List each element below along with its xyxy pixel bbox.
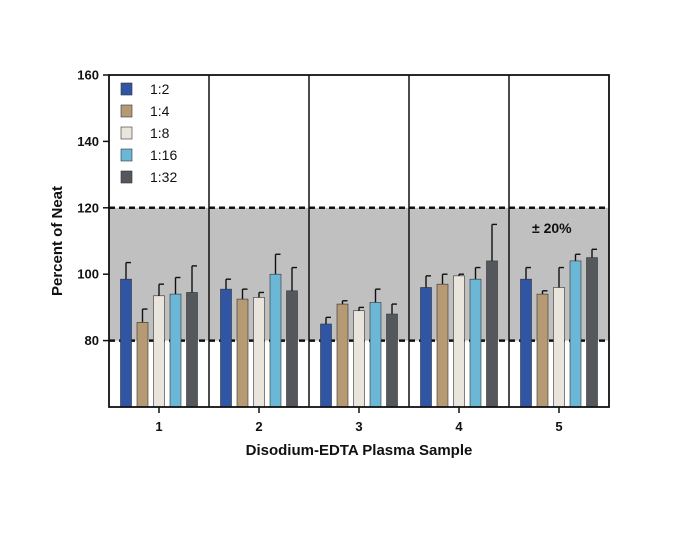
- legend-label: 1:4: [150, 103, 170, 119]
- x-tick-label: 3: [355, 419, 362, 434]
- bars-layer: [120, 223, 598, 408]
- plot-frame-layer: [108, 74, 610, 408]
- axis-layer: 80 100 120 140 160 1 2 3 4 5: [77, 68, 562, 435]
- legend-swatch: [120, 126, 133, 140]
- bar: [536, 293, 549, 408]
- x-tick-label: 2: [255, 419, 262, 434]
- legend-label: 1:16: [150, 147, 177, 163]
- x-tick-label: 1: [155, 419, 162, 434]
- bar: [153, 295, 165, 408]
- band-annotation: ± 20%: [532, 220, 572, 236]
- x-tick-label: 5: [555, 419, 562, 434]
- legend-swatch: [120, 170, 133, 184]
- bar: [436, 283, 449, 408]
- y-axis-title: Percent of Neat: [49, 186, 66, 296]
- bar: [236, 298, 249, 408]
- bar: [569, 260, 582, 408]
- bar: [553, 287, 565, 408]
- bar: [469, 278, 482, 408]
- legend-swatch: [120, 104, 133, 118]
- x-axis-title: Disodium-EDTA Plasma Sample: [246, 442, 473, 459]
- y-tick-label: 100: [77, 267, 99, 282]
- bar: [369, 302, 382, 408]
- y-tick-label: 160: [77, 68, 99, 83]
- legend: 1:2 1:4 1:8 1:16 1:32: [120, 81, 177, 185]
- bar: [220, 288, 232, 408]
- legend-swatch: [120, 82, 133, 96]
- legend-swatch: [120, 148, 133, 162]
- y-tick-label: 80: [85, 333, 99, 348]
- y-tick-label: 120: [77, 200, 99, 215]
- bar: [269, 273, 282, 408]
- legend-label: 1:32: [150, 169, 177, 185]
- bar: [253, 297, 265, 408]
- bar: [120, 278, 132, 408]
- bar: [286, 290, 298, 408]
- bar: [320, 323, 332, 408]
- bar: [453, 275, 465, 408]
- bar: [169, 293, 182, 408]
- bar: [136, 322, 149, 408]
- bar: [520, 278, 532, 408]
- bar: [420, 287, 432, 408]
- x-tick-label: 4: [455, 419, 463, 434]
- legend-label: 1:8: [150, 125, 170, 141]
- bar: [486, 260, 498, 408]
- bar: [353, 310, 365, 408]
- bar: [336, 303, 349, 408]
- bar: [186, 292, 198, 408]
- bar: [386, 313, 398, 408]
- legend-label: 1:2: [150, 81, 170, 97]
- y-tick-label: 140: [77, 134, 99, 149]
- bar: [586, 257, 598, 408]
